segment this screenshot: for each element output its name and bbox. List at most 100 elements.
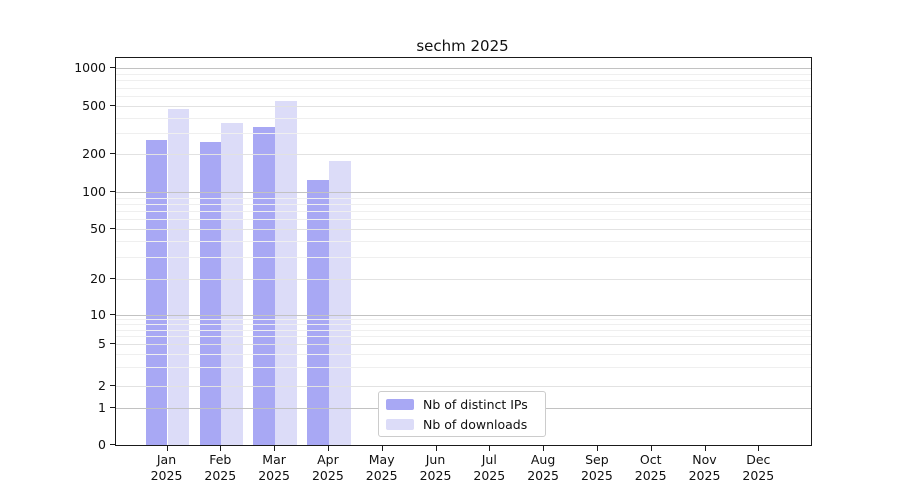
x-tick-month: Mar — [262, 452, 286, 467]
plot-area — [115, 57, 812, 446]
y-tick-label: 0 — [98, 436, 106, 452]
y-tick-mark — [110, 191, 115, 192]
x-tick-year: 2025 — [688, 468, 721, 483]
gridline-minor — [116, 117, 811, 119]
gridline-minor — [116, 87, 811, 89]
x-tick-mark — [274, 446, 276, 451]
gridline-minor — [116, 80, 811, 82]
bar-distinct-ips — [253, 126, 276, 445]
x-tick-mark — [489, 446, 491, 451]
x-tick-month: Apr — [317, 452, 339, 467]
y-tick-label: 100 — [82, 183, 106, 199]
x-tick-mark — [596, 446, 598, 451]
x-tick-label: Jan 2025 — [137, 452, 197, 484]
x-tick-month: Nov — [692, 452, 717, 467]
gridline-major — [116, 229, 811, 230]
x-tick-month: Jul — [481, 452, 497, 467]
x-tick-mark — [381, 446, 383, 451]
gridline-major — [116, 106, 811, 107]
x-tick-label: Jul 2025 — [459, 452, 519, 484]
gridline-minor — [116, 367, 811, 369]
x-tick-label: Mar 2025 — [244, 452, 304, 484]
x-tick-month: Feb — [209, 452, 232, 467]
gridline-minor — [116, 324, 811, 326]
gridline-minor — [116, 319, 811, 321]
x-tick-label: Apr 2025 — [298, 452, 358, 484]
x-tick-year: 2025 — [365, 468, 398, 483]
x-tick-year: 2025 — [634, 468, 667, 483]
y-tick-mark — [110, 385, 115, 386]
bar-distinct-ips — [145, 140, 168, 445]
x-tick-label: May 2025 — [352, 452, 412, 484]
gridline-minor — [116, 73, 811, 75]
x-tick-mark — [704, 446, 706, 451]
chart-title: sechm 2025 — [416, 37, 509, 55]
legend-swatch-distinct-ips — [386, 398, 414, 410]
x-tick-year: 2025 — [742, 468, 775, 483]
gridline-major — [116, 344, 811, 345]
y-tick-mark — [110, 153, 115, 154]
legend: Nb of distinct IPs Nb of downloads — [378, 391, 546, 437]
legend-swatch-downloads — [386, 418, 414, 430]
gridline-minor — [116, 241, 811, 243]
x-tick-year: 2025 — [580, 468, 613, 483]
x-tick-label: Feb 2025 — [190, 452, 250, 484]
x-tick-year: 2025 — [473, 468, 506, 483]
x-tick-mark — [543, 446, 545, 451]
y-tick-label: 1 — [98, 399, 106, 415]
x-tick-year: 2025 — [204, 468, 237, 483]
gridline-major — [116, 192, 811, 193]
x-tick-month: Jun — [425, 452, 446, 467]
x-tick-label: Oct 2025 — [621, 452, 681, 484]
gridline-major — [116, 68, 811, 69]
bar-downloads — [167, 108, 190, 445]
y-tick-label: 10 — [90, 306, 106, 322]
x-tick-month: Jan — [156, 452, 177, 467]
y-tick-label: 20 — [90, 270, 106, 286]
x-tick-label: Sep 2025 — [567, 452, 627, 484]
gridline-minor — [116, 197, 811, 199]
y-tick-mark — [110, 228, 115, 229]
y-tick-mark — [110, 444, 115, 445]
gridline-minor — [116, 256, 811, 258]
x-tick-month: Aug — [530, 452, 556, 467]
legend-label-downloads: Nb of downloads — [423, 416, 528, 432]
bar-distinct-ips — [307, 179, 329, 445]
gridline-major — [116, 154, 811, 155]
bar-downloads — [221, 123, 244, 445]
gridline-minor — [116, 219, 811, 221]
gridline-minor — [116, 336, 811, 338]
x-tick-year: 2025 — [258, 468, 290, 483]
x-tick-month: May — [368, 452, 395, 467]
x-tick-month: Oct — [639, 452, 662, 467]
y-tick-label: 1000 — [74, 59, 106, 75]
y-tick-mark — [110, 407, 115, 408]
x-tick-mark — [327, 446, 329, 451]
x-tick-year: 2025 — [150, 468, 183, 483]
legend-label-distinct-ips: Nb of distinct IPs — [423, 396, 528, 412]
x-tick-label: Nov 2025 — [675, 452, 735, 484]
gridline-major — [116, 279, 811, 280]
x-tick-mark — [166, 446, 168, 451]
bar-distinct-ips — [199, 142, 222, 445]
legend-item-distinct-ips: Nb of distinct IPs — [386, 397, 545, 412]
gridline-major — [116, 315, 811, 316]
x-tick-mark — [435, 446, 437, 451]
x-tick-label: Jun 2025 — [406, 452, 466, 484]
y-tick-label: 200 — [82, 145, 106, 161]
y-tick-mark — [110, 105, 115, 106]
bar-downloads — [275, 101, 297, 445]
gridline-minor — [116, 211, 811, 213]
x-tick-label: Dec 2025 — [728, 452, 788, 484]
y-tick-label: 5 — [98, 335, 106, 351]
x-tick-mark — [220, 446, 222, 451]
gridline-minor — [116, 132, 811, 134]
y-tick-label: 500 — [82, 97, 106, 113]
x-tick-year: 2025 — [527, 468, 559, 483]
legend-item-downloads: Nb of downloads — [386, 417, 545, 432]
x-tick-mark — [650, 446, 652, 451]
x-tick-mark — [758, 446, 760, 451]
x-tick-month: Sep — [585, 452, 609, 467]
y-tick-mark — [110, 343, 115, 344]
